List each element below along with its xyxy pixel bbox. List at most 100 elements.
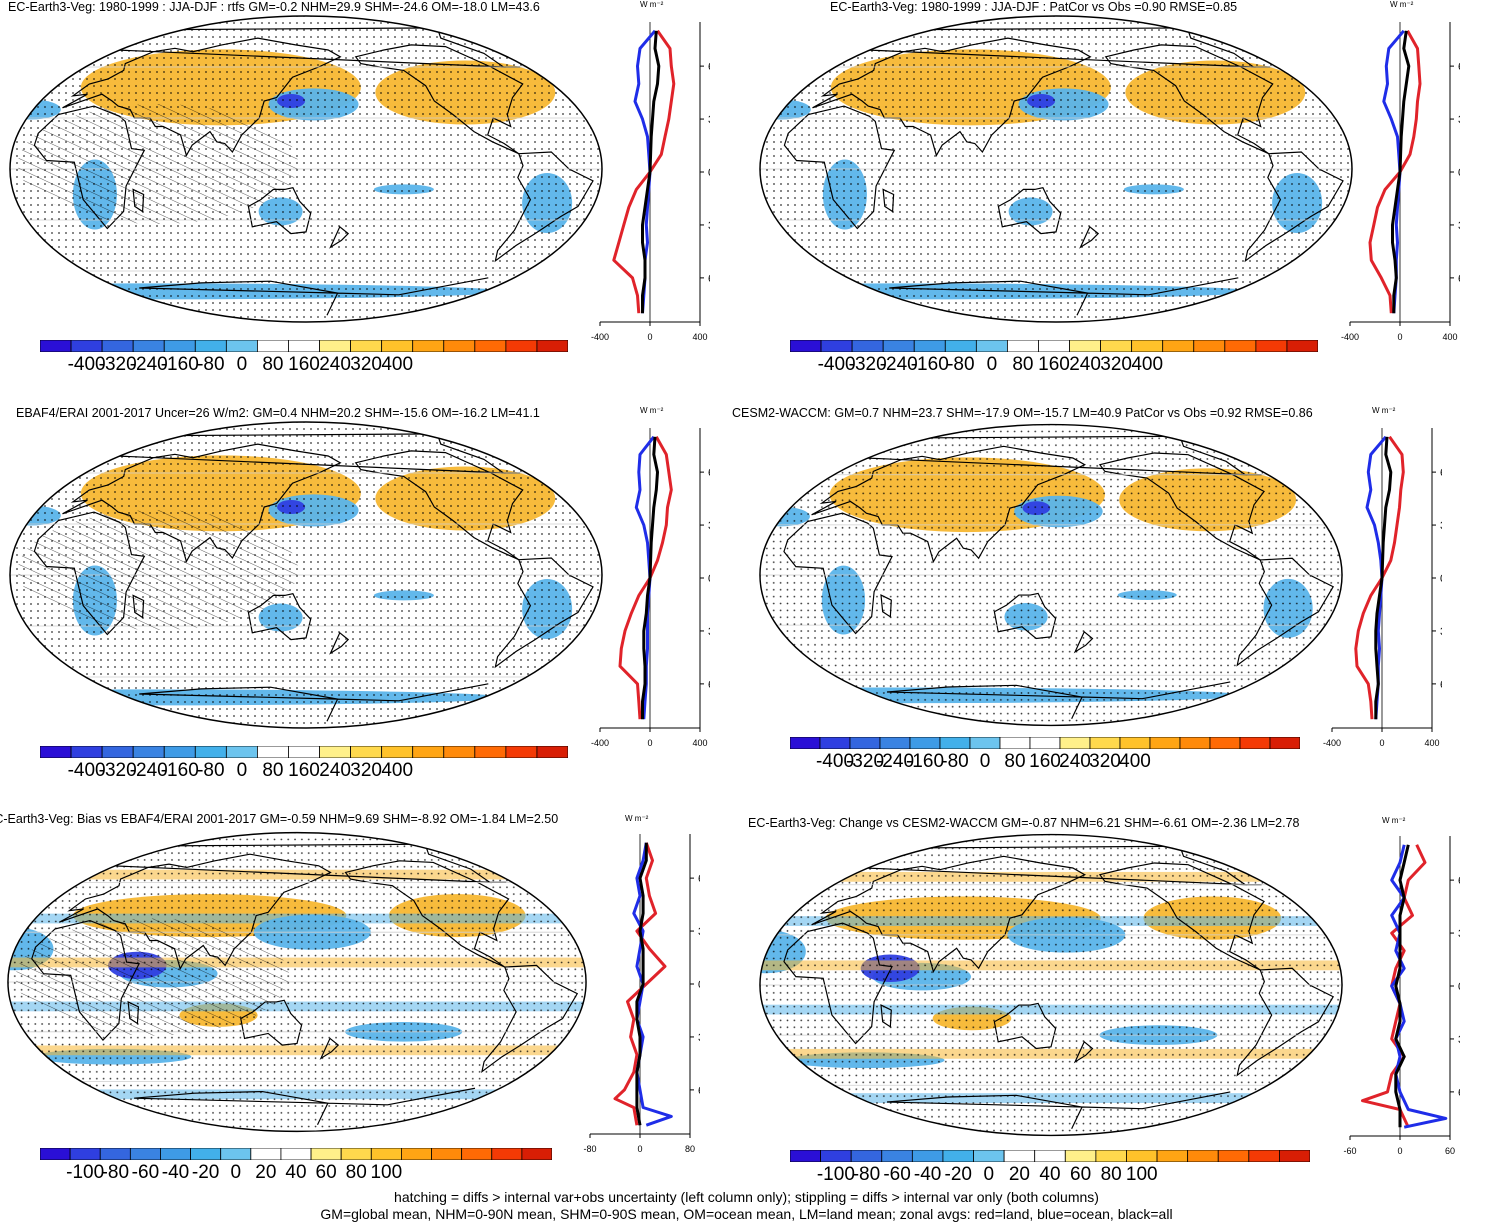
map-layer <box>10 422 602 728</box>
colorbar-tick-label: -320 <box>848 354 887 375</box>
colorbar <box>790 737 1300 749</box>
series-line-all <box>635 842 648 1126</box>
colorbar-swatch <box>820 340 853 352</box>
colorbar-swatch <box>1034 1150 1066 1162</box>
colorbar <box>40 340 568 352</box>
map-border <box>759 15 1353 323</box>
panel-title: CESM2-WACCM: GM=0.7 NHM=23.7 SHM=-17.9 O… <box>732 406 1313 420</box>
panel-title: EBAF4/ERAI 2001-2017 Uncer=26 W/m2: GM=0… <box>16 406 540 420</box>
colorbar-swatch <box>190 1148 222 1160</box>
colorbar-swatch <box>401 1148 432 1160</box>
colorbar-swatch <box>1089 737 1121 749</box>
colorbar-swatch <box>225 746 258 758</box>
colorbar-swatch <box>257 746 289 758</box>
colorbar-tick-label: 40 <box>1039 1164 1061 1185</box>
colorbar-tick-label: -100 <box>816 1164 855 1185</box>
colorbar-swatch <box>536 746 568 758</box>
colorbar-swatch <box>1269 737 1300 749</box>
colorbar-swatch <box>851 340 884 352</box>
colorbar-swatch <box>1239 737 1271 749</box>
y-tick-label: 60N <box>708 61 710 73</box>
colorbar-tick-label: -240 <box>129 760 168 781</box>
stipple-overlay <box>760 16 1352 322</box>
colorbar-swatch <box>431 1148 463 1160</box>
colorbar-swatch <box>443 340 476 352</box>
colorbar-tick-label: -20 <box>191 1162 220 1183</box>
colorbar-swatch <box>911 1150 944 1162</box>
x-tick-label: -400 <box>591 738 609 748</box>
x-tick-label: 0 <box>637 1144 642 1154</box>
y-tick-label: 60S <box>1458 1087 1460 1099</box>
panel-3: CESM2-WACCM: GM=0.7 NHM=23.7 SHM=-17.9 O… <box>732 406 1492 811</box>
x-tick-label: -400 <box>1323 738 1341 748</box>
colorbar-swatch <box>1029 737 1061 749</box>
zonal-average-profile: -400 0 400 60N 30N 0 30S 60S <box>591 428 710 748</box>
colorbar-swatch <box>319 746 351 758</box>
series-line-all <box>1394 844 1410 1128</box>
colorbar-swatch <box>969 737 1001 749</box>
y-tick-label: 0 <box>1440 573 1442 585</box>
hatching-overlay <box>18 104 298 224</box>
colorbar-tick-label: -20 <box>944 1164 972 1185</box>
hatching-overlay <box>18 510 298 630</box>
y-tick-label: 0 <box>1458 981 1460 993</box>
colorbar-swatch <box>257 340 289 352</box>
colorbar-labels: -100 -80 -60 -40 -20 0 20 40 60 80 100 <box>40 1162 552 1186</box>
colorbar-tick-label: 0 <box>983 1164 995 1185</box>
x-tick-label: 0 <box>1379 738 1384 748</box>
colorbar <box>790 340 1318 352</box>
colorbar-swatch <box>474 746 507 758</box>
colorbar-tick-label: 320 <box>1100 354 1132 375</box>
colorbar-swatch <box>1279 1150 1310 1162</box>
world-map <box>9 15 603 323</box>
x-tick-label: 400 <box>692 332 707 342</box>
colorbar-swatch <box>1187 1150 1219 1162</box>
colorbar-tick-label: 0 <box>230 1162 242 1183</box>
colorbar-tick-label: 320 <box>1089 751 1121 772</box>
map-border <box>759 423 1343 727</box>
colorbar-swatch <box>132 340 165 352</box>
world-map <box>759 423 1343 727</box>
colorbar-tick-label: -80 <box>947 354 975 375</box>
colorbar-labels: -400 -320 -240 -160 -80 0 80 160 240 320 400 <box>790 354 1318 378</box>
colorbar-swatch <box>1255 340 1288 352</box>
y-tick-label: 60S <box>698 1085 700 1097</box>
series-line-all <box>641 30 661 314</box>
colorbar-swatch <box>1156 1150 1189 1162</box>
colorbar-swatch <box>850 1150 883 1162</box>
colorbar-swatch <box>913 340 946 352</box>
colorbar-tick-label: 80 <box>1004 751 1026 772</box>
y-tick-label: 60S <box>708 273 710 285</box>
y-tick-label: 30N <box>708 114 710 126</box>
colorbar-swatch <box>521 1148 552 1160</box>
x-tick-label: -400 <box>591 332 609 342</box>
colorbar-tick-label: 0 <box>979 751 991 772</box>
colorbar-tick-label: 80 <box>262 760 284 781</box>
x-tick-label: 0 <box>1397 1146 1402 1156</box>
x-tick-label: 0 <box>1397 332 1402 342</box>
world-map <box>759 833 1343 1137</box>
colorbar-swatch <box>280 1148 312 1160</box>
x-tick-label: 60 <box>1445 1146 1455 1156</box>
colorbar-swatch <box>973 1150 1005 1162</box>
colorbar-swatch <box>370 1148 402 1160</box>
y-tick-label: 60N <box>1440 467 1442 479</box>
map-layer <box>759 834 1343 1136</box>
panel-title: EC-Earth3-Veg: Change vs CESM2-WACCM GM=… <box>748 816 1300 830</box>
colorbar-tick-label: 80 <box>262 354 284 375</box>
colorbar-swatch <box>819 737 851 749</box>
y-tick-label: 30N <box>1458 114 1460 126</box>
colorbar-tick-label: 60 <box>315 1162 337 1183</box>
colorbar-swatch <box>1064 1150 1097 1162</box>
colorbar-swatch <box>225 340 258 352</box>
colorbar-swatch <box>1126 1150 1158 1162</box>
colorbar-swatch <box>310 1148 342 1160</box>
colorbar-tick-label: 160 <box>288 760 320 781</box>
colorbar-tick-label: -160 <box>910 354 949 375</box>
colorbar-tick-label: -320 <box>845 751 885 772</box>
y-tick-label: 0 <box>1458 167 1460 179</box>
colorbar-swatch <box>849 737 881 749</box>
colorbar-swatch <box>939 737 971 749</box>
map-layer <box>759 424 1343 726</box>
y-tick-label: 60N <box>1458 61 1460 73</box>
